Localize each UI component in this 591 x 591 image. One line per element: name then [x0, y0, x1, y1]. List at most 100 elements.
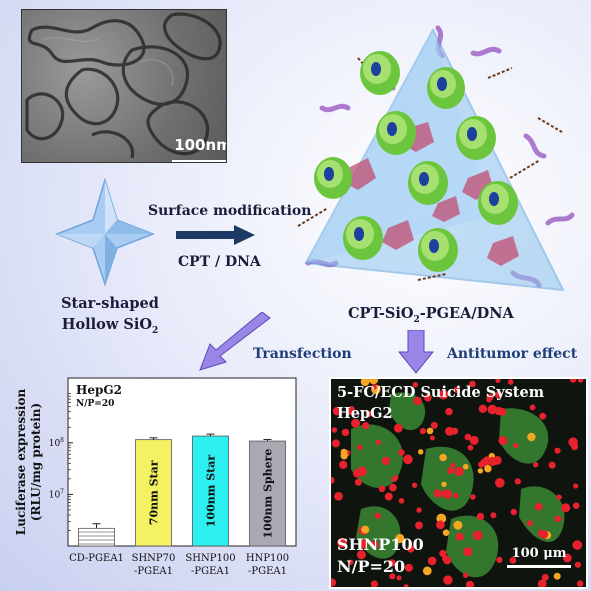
nucleus-dot	[433, 489, 443, 498]
nucleus-dot	[469, 380, 476, 388]
nucleus-dot	[340, 448, 348, 456]
nucleus-dot	[356, 444, 363, 451]
nucleus-dot	[454, 466, 464, 477]
chart-bar	[249, 440, 286, 547]
micrograph-title1: 5-FC/ECD Suicide System	[337, 384, 545, 401]
nucleus-dot	[427, 556, 437, 566]
nucleus-dot	[533, 462, 539, 468]
transfection-label: Transfection	[253, 346, 352, 362]
nucleus-dot	[334, 492, 343, 501]
nucleus-dot	[356, 550, 366, 560]
product-label-sub: 2	[413, 314, 420, 325]
nucleus-dot	[398, 449, 405, 456]
chart-x-axis: CD-PGEA1 SHNP70 -PGEA1 SHNP100 -PGEA1 HNP100 -…	[69, 553, 289, 577]
tem-image: 100nm	[21, 9, 227, 163]
fluorescence-micrograph: 5-FC/ECD Suicide System HepG2 SHNP100 N/…	[329, 377, 588, 589]
nucleus-dot	[331, 578, 337, 587]
nucleus-dot	[539, 530, 549, 539]
nucleus-dot	[548, 461, 556, 469]
tem-scalebar-label: 100nm	[174, 136, 227, 154]
product-label: CPT-SiO2-PGEA/DNA	[348, 305, 514, 325]
product-label-pre: CPT-SiO	[348, 305, 414, 322]
nucleus-dot	[419, 428, 426, 435]
nucleus-dot	[332, 406, 342, 416]
nucleus-dot	[498, 436, 508, 445]
micrograph-bottom2: N/P=20	[337, 557, 406, 576]
nucleus-dot	[412, 382, 418, 388]
chart-ytick-label: 108	[49, 437, 64, 449]
nucleus-dot	[411, 482, 418, 488]
nucleus-dot	[453, 520, 463, 530]
nucleus-dot	[494, 391, 503, 399]
nucleus-dot	[513, 442, 519, 449]
star-label-line1: Star-shaped	[61, 295, 159, 312]
nucleus-dot	[360, 379, 370, 387]
chart-ytick-label: 107	[49, 488, 64, 500]
nucleus-dot	[445, 426, 454, 436]
nucleus-dot	[527, 432, 536, 442]
nucleus-dot	[463, 572, 469, 578]
nucleus-dot	[351, 418, 361, 428]
nucleus-dot	[331, 439, 340, 448]
chart-xtick-label: -PGEA1	[134, 566, 173, 577]
micrograph-bottom1: SHNP100	[337, 535, 424, 554]
nucleus-dot	[541, 573, 549, 581]
nucleus-dot	[370, 580, 378, 587]
nucleus-dot	[562, 553, 572, 563]
chart-legend-title: HepG2	[76, 383, 122, 397]
nucleus-dot	[554, 515, 562, 523]
nucleus-dot	[534, 502, 543, 511]
chart-bar	[192, 435, 229, 547]
nucleus-dot	[470, 494, 476, 500]
nucleus-dot	[476, 512, 485, 521]
chart-bar-label: 70nm Star	[148, 460, 161, 525]
nucleus-dot	[554, 447, 561, 454]
nucleus-dot	[495, 379, 501, 384]
transfection-chart: HepG2 N/P=20 Luciferase expression (RLU/…	[14, 377, 297, 577]
chart-bar-label: 100nm Star	[205, 455, 218, 528]
nucleus-dot	[439, 453, 447, 462]
nucleus-dot	[404, 563, 413, 572]
chart-bar	[135, 439, 172, 547]
nucleus-dot	[389, 573, 396, 580]
nucleus-dot	[346, 409, 352, 416]
nucleus-dot	[447, 467, 455, 475]
nucleus-dot	[439, 549, 447, 557]
nucleus-dot	[341, 428, 350, 437]
nucleus-dot	[467, 444, 474, 451]
arrow-label-bottom: CPT / DNA	[178, 254, 261, 270]
nucleus-dot	[463, 547, 473, 557]
nucleus-dot	[348, 559, 354, 565]
process-arrow	[176, 225, 255, 245]
chart-xtick-label: HNP100	[246, 553, 289, 564]
nucleus-dot	[509, 557, 517, 564]
nucleus-dot	[553, 572, 561, 580]
nucleus-dot	[453, 386, 461, 393]
chart-xtick-label: SHNP70	[132, 553, 176, 564]
nucleus-dot	[478, 404, 488, 413]
nucleus-dot	[438, 389, 449, 400]
nucleus-dot	[529, 404, 536, 411]
chart-bar-label: 100nm Sphere	[262, 449, 275, 539]
micrograph-texture	[331, 379, 584, 587]
tem-texture	[25, 12, 222, 159]
nucleus-dot	[358, 539, 368, 549]
nucleus-dot	[388, 559, 396, 567]
nucleus-dot	[396, 575, 402, 581]
star-label-line2-sub: 2	[151, 325, 159, 336]
nucleus-dot	[526, 520, 533, 527]
nucleus-dot	[510, 508, 517, 516]
nucleus-dot	[464, 433, 472, 441]
chart-y-axis: 107 108	[49, 393, 73, 531]
nucleus-dot	[416, 507, 422, 513]
nucleus-dot	[477, 468, 484, 474]
micrograph-title2: HepG2	[337, 405, 393, 422]
antitumor-arrow	[398, 330, 434, 374]
nucleus-dot	[391, 476, 397, 483]
nucleus-dot	[403, 454, 413, 465]
nucleus-dot	[415, 521, 423, 530]
nucleus-dot	[487, 404, 498, 415]
antitumor-label: Antitumor effect	[447, 346, 578, 362]
nucleus-dot	[537, 579, 547, 587]
nucleus-dot	[422, 566, 432, 576]
